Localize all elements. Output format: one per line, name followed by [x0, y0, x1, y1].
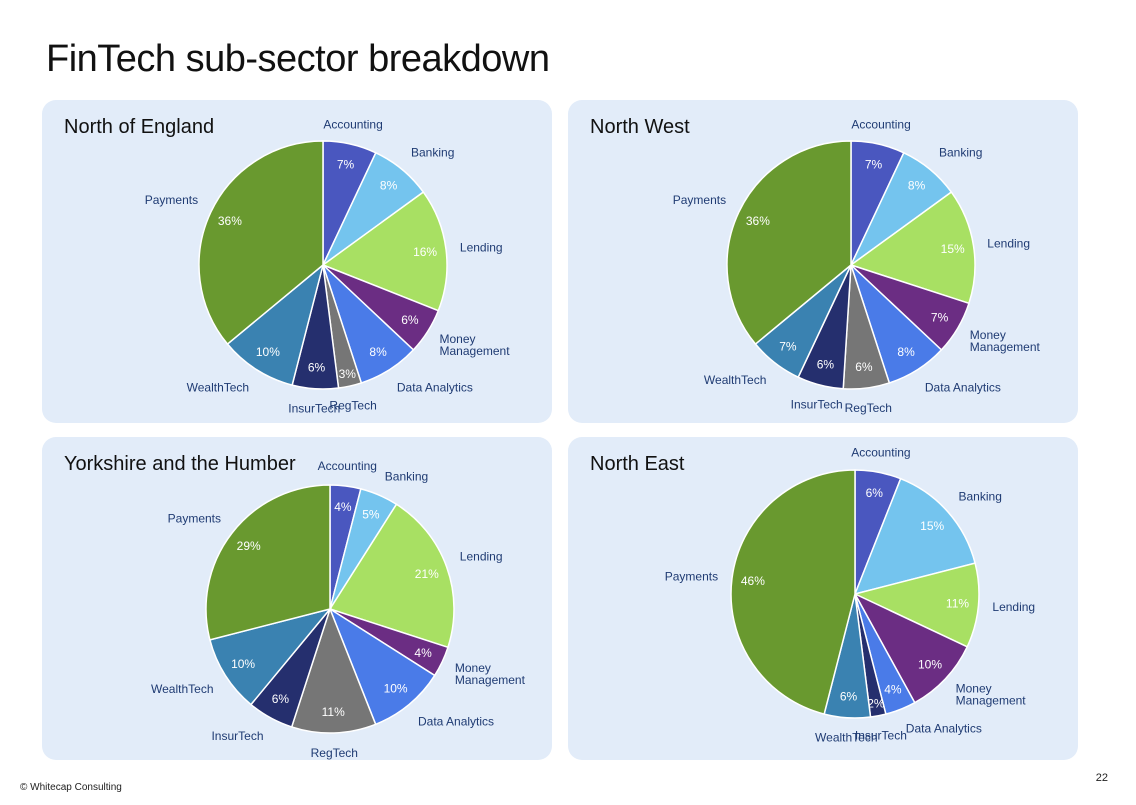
category-label-banking: Banking — [939, 146, 982, 160]
slice-percent-label: 4% — [334, 500, 352, 514]
chart-title: North West — [590, 116, 690, 138]
slice-percent-label: 6% — [272, 692, 290, 706]
slice-percent-label: 10% — [256, 345, 280, 359]
slice-percent-label: 15% — [920, 519, 944, 533]
category-label-wealthtech: WealthTech — [815, 731, 877, 745]
slice-percent-label: 21% — [415, 567, 439, 581]
category-label-accounting: Accounting — [318, 459, 377, 473]
category-label-regtech: RegTech — [329, 399, 376, 413]
category-label-insurtech: InsurTech — [211, 729, 263, 743]
pie-chart: 7% Accounting 8% Banking 15% Lending 7% Money Ma… — [673, 117, 1041, 415]
slice-percent-label: 4% — [884, 683, 902, 697]
slice-percent-label: 6% — [308, 361, 326, 375]
slice-percent-label: 2% — [867, 697, 885, 711]
slice-percent-label: 6% — [401, 313, 419, 327]
slice-percent-label: 6% — [855, 360, 873, 374]
chart-panel-north-of-england: North of England 7% Accounting 8% Banking 16… — [42, 100, 552, 423]
category-label-money-management: Money Management — [440, 332, 511, 358]
slice-percent-label: 8% — [897, 345, 915, 359]
pie-slice-payments — [198, 140, 324, 346]
pie-slice-payments — [726, 140, 852, 346]
footer-copyright: © Whitecap Consulting — [20, 782, 122, 793]
category-label-data-analytics: Data Analytics — [418, 714, 494, 728]
pie-slice-money-management — [853, 592, 969, 704]
pie-chart: 6% Accounting 15% Banking 11% Lending 10% Money… — [665, 445, 1035, 745]
pie-slice-lending — [321, 191, 448, 312]
pie-slice-payments — [205, 484, 331, 641]
slice-percent-label: 7% — [779, 339, 797, 353]
category-label-regtech: RegTech — [311, 746, 358, 760]
pie-slice-lending — [852, 562, 980, 648]
category-label-regtech: RegTech — [845, 401, 892, 415]
category-label-money-management: Money Management — [956, 682, 1027, 708]
chart-panel-yorkshire-and-the-humber: Yorkshire and the Humber 4% Accounting 5% B… — [42, 437, 552, 760]
category-label-banking: Banking — [385, 469, 428, 483]
pie-slice-regtech — [290, 606, 377, 734]
category-label-insurtech: InsurTech — [288, 402, 340, 416]
chart-title: North East — [590, 453, 685, 475]
category-label-wealthtech: WealthTech — [187, 381, 249, 395]
slice-percent-label: 4% — [414, 646, 432, 660]
slice-percent-label: 11% — [322, 705, 345, 719]
slice-percent-label: 6% — [817, 358, 835, 372]
category-label-lending: Lending — [460, 241, 503, 255]
category-label-insurtech: InsurTech — [855, 729, 907, 743]
slice-percent-label: 6% — [866, 486, 884, 500]
pie-slice-payments — [730, 469, 856, 716]
pie-slice-lending — [328, 503, 455, 649]
category-label-lending: Lending — [460, 549, 503, 563]
pie-slice-wealthtech — [226, 262, 325, 387]
slice-percent-label: 29% — [237, 539, 261, 553]
category-label-payments: Payments — [145, 193, 198, 207]
pie-slice-data-analytics — [328, 607, 436, 726]
slice-percent-label: 7% — [865, 158, 883, 172]
pie-chart: 7% Accounting 8% Banking 16% Lending 6% Money Ma… — [145, 117, 511, 416]
slice-percent-label: 8% — [380, 179, 398, 193]
category-label-accounting: Accounting — [851, 445, 910, 459]
pie-slice-banking — [853, 477, 977, 596]
slice-percent-label: 16% — [413, 245, 437, 259]
slice-percent-label: 15% — [941, 242, 965, 256]
category-label-money-management: Money Management — [970, 328, 1041, 354]
category-label-wealthtech: WealthTech — [151, 682, 213, 696]
category-label-lending: Lending — [987, 236, 1030, 250]
slice-percent-label: 8% — [369, 345, 387, 359]
chart-panel-north-west: North West 7% Accounting 8% Banking 15% Lendi… — [568, 100, 1078, 423]
category-label-payments: Payments — [665, 570, 718, 584]
pie-chart: 4% Accounting 5% Banking 21% Lending 4% Money Ma… — [151, 459, 526, 760]
category-label-accounting: Accounting — [323, 117, 382, 131]
chart-panel-north-east: North East 6% Accounting 15% Banking 11% Lend… — [568, 437, 1078, 760]
pie-slice-lending — [849, 191, 976, 305]
category-label-data-analytics: Data Analytics — [925, 381, 1001, 395]
category-label-accounting: Accounting — [851, 117, 910, 131]
category-label-data-analytics: Data Analytics — [397, 381, 473, 395]
category-label-payments: Payments — [673, 193, 726, 207]
slice-percent-label: 7% — [931, 310, 949, 324]
slice-percent-label: 36% — [746, 214, 770, 228]
category-label-wealthtech: WealthTech — [704, 373, 766, 387]
slice-percent-label: 7% — [337, 158, 355, 172]
slice-percent-label: 10% — [231, 657, 255, 671]
category-label-lending: Lending — [992, 600, 1035, 614]
page-title: FinTech sub-sector breakdown — [46, 38, 550, 80]
chart-title: Yorkshire and the Humber — [64, 453, 296, 475]
slice-percent-label: 8% — [908, 179, 926, 193]
page-number: 22 — [1095, 772, 1108, 784]
slice-percent-label: 11% — [946, 597, 969, 611]
category-label-money-management: Money Management — [455, 661, 526, 687]
chart-title: North of England — [64, 116, 215, 138]
slice-percent-label: 36% — [218, 214, 242, 228]
slice-percent-label: 10% — [918, 658, 942, 672]
category-label-banking: Banking — [411, 146, 454, 160]
slice-percent-label: 6% — [840, 690, 858, 704]
category-label-data-analytics: Data Analytics — [906, 721, 982, 735]
category-label-payments: Payments — [168, 511, 221, 525]
slice-percent-label: 46% — [741, 574, 765, 588]
slice-percent-label: 10% — [384, 681, 408, 695]
slice-percent-label: 5% — [362, 508, 380, 522]
slice-percent-label: 3% — [339, 367, 357, 381]
category-label-insurtech: InsurTech — [791, 398, 843, 412]
category-label-banking: Banking — [959, 490, 1002, 504]
